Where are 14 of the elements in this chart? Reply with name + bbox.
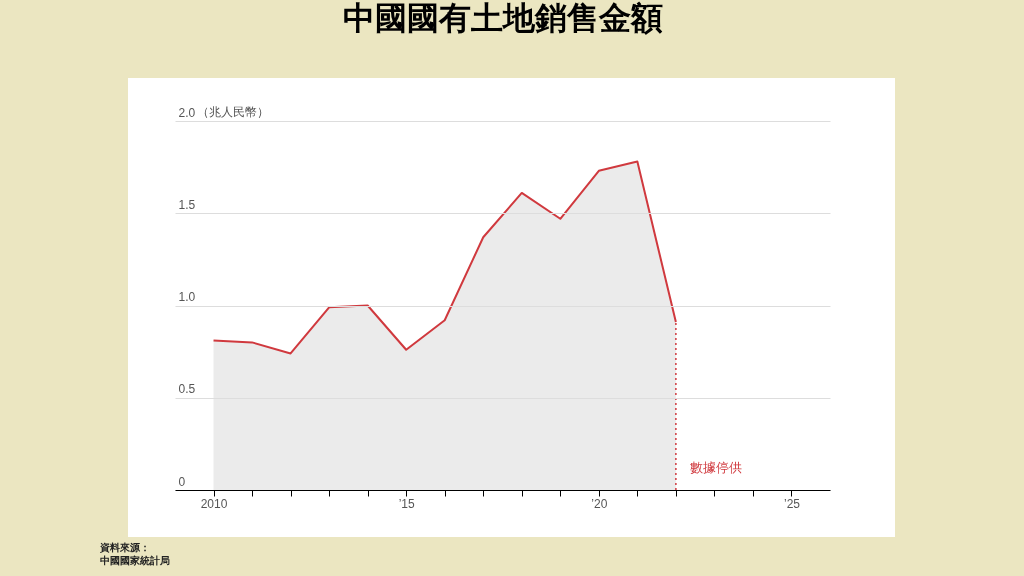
x-tick-label: ’20: [591, 496, 608, 511]
ref-line-label: 數據停供: [689, 460, 742, 475]
x-tick-label: ’25: [783, 496, 801, 511]
y-tick-label: 2.0: [178, 105, 196, 120]
y-tick-label: 0.5: [178, 382, 196, 397]
source-note: 資料來源：: [99, 542, 150, 554]
y-tick-label: 1.5: [178, 197, 196, 212]
x-tick-label: 2010: [200, 496, 228, 511]
y-tick-label: 0: [178, 474, 186, 489]
y-axis-title: （兆人民幣）: [197, 105, 269, 119]
y-tick-label: 1.0: [178, 290, 196, 304]
chart-title: 中國國有土地銷售金額: [342, 0, 663, 36]
x-tick-label: ’15: [398, 496, 416, 511]
text: 中國國家統計局: [100, 555, 170, 566]
